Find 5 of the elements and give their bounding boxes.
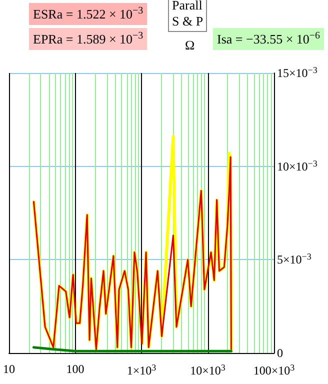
text: Ω [185,38,195,52]
text: Parall S & P [172,0,204,28]
y-tick-label: 0 [277,346,283,360]
x-tick-label: 10 [3,362,15,376]
x-tick-label: 100 [66,362,84,376]
